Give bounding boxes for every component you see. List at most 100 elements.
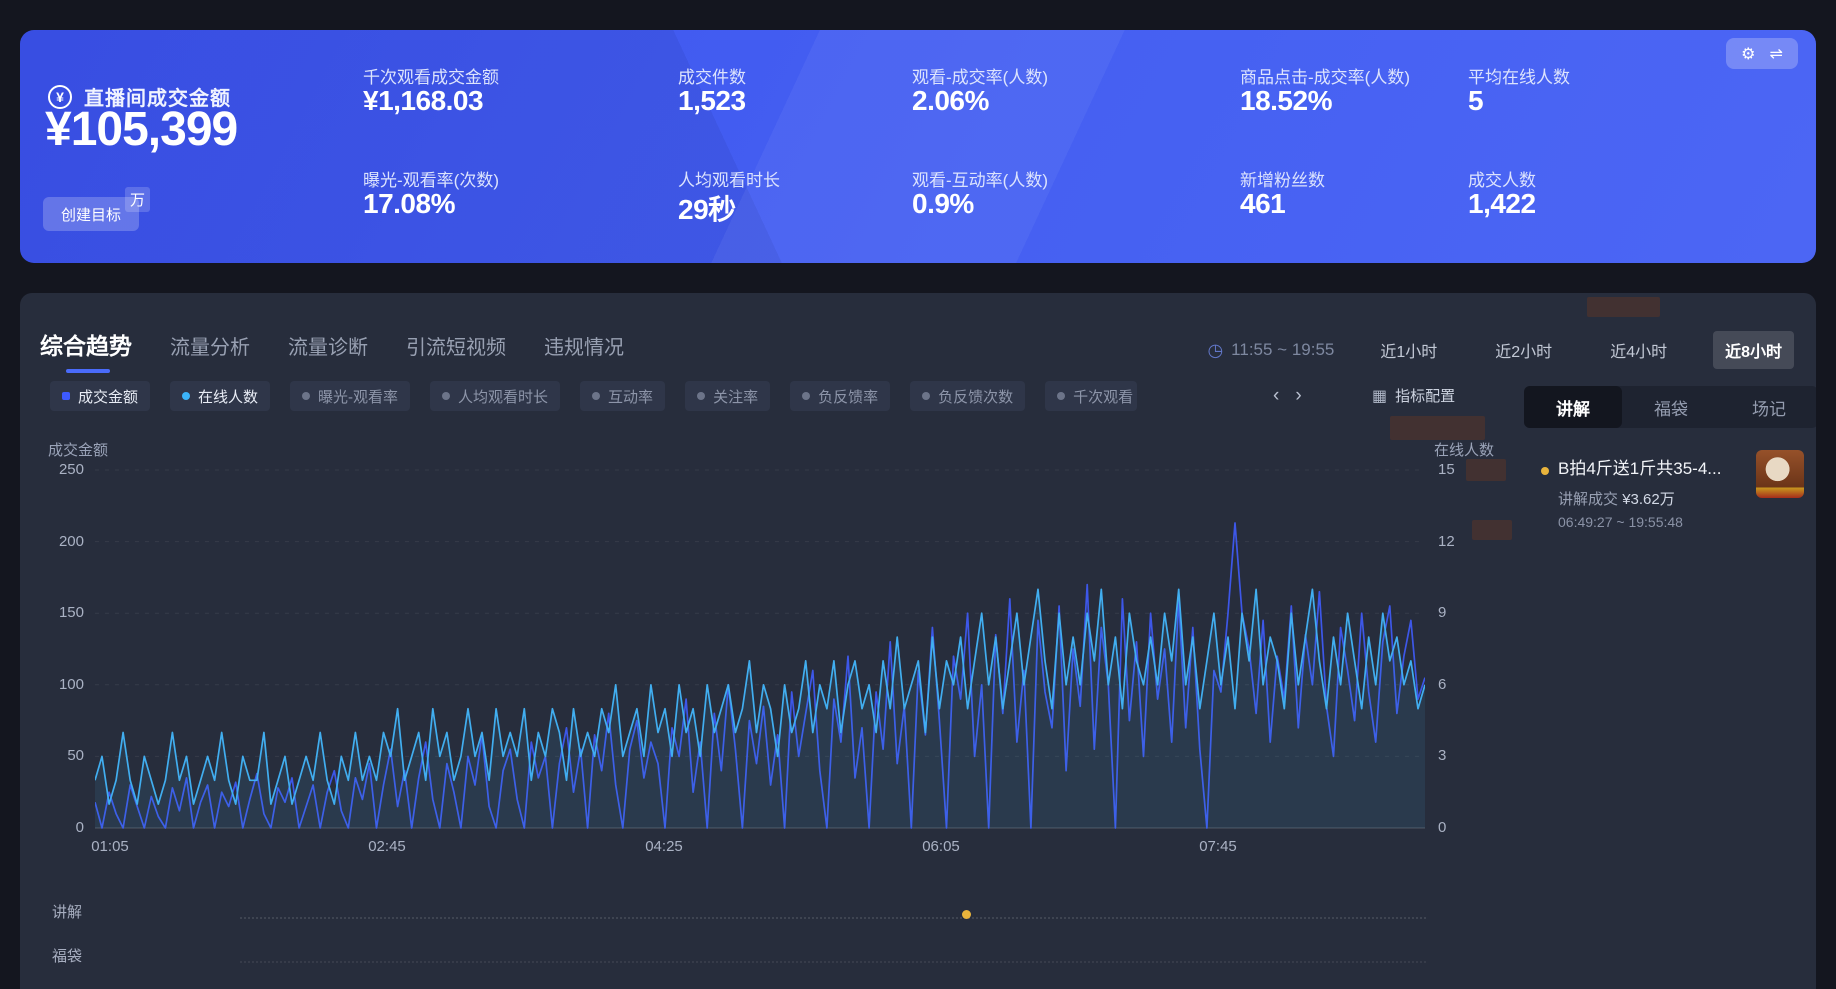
axis-tick: 6 xyxy=(1438,675,1447,693)
item-status-dot xyxy=(1541,467,1549,475)
axis-tick: 01:05 xyxy=(91,838,129,855)
metric-value: 29秒 xyxy=(678,194,736,225)
time-range: ◷ 11:55 ~ 19:55 xyxy=(1207,340,1334,361)
create-goal-button[interactable]: 创建目标 xyxy=(43,197,139,231)
metric-value: 461 xyxy=(1240,188,1286,219)
chip-per-thousand-views[interactable]: 千次观看 xyxy=(1045,381,1138,411)
metric-label: 千次观看成交金额 xyxy=(363,68,499,87)
explain-time-range: 06:49:27 ~ 19:55:48 xyxy=(1558,514,1683,530)
product-title[interactable]: B拍4斤送1斤共35-4... xyxy=(1558,459,1722,478)
metric-label: 平均在线人数 xyxy=(1468,68,1570,87)
tab-overall-trend[interactable]: 综合趋势 xyxy=(40,327,132,373)
tab-violations[interactable]: 违规情况 xyxy=(544,337,624,359)
time-controls: ◷ 11:55 ~ 19:55 近1小时 近2小时 近4小时 近8小时 xyxy=(1207,331,1794,369)
axis-tick: 250 xyxy=(58,461,84,478)
tab-log[interactable]: 场记 xyxy=(1752,399,1786,419)
metric-value: 1,422 xyxy=(1468,188,1536,219)
chip-negative-feedback-count[interactable]: 负反馈次数 xyxy=(910,381,1026,411)
range-button-2h[interactable]: 近2小时 xyxy=(1495,344,1553,361)
axis-tick: 150 xyxy=(58,604,84,622)
axis-tick: 07:45 xyxy=(1199,838,1237,855)
metric-label: 观看-成交率(人数) xyxy=(912,68,1048,87)
explain-deal-value: ¥3.62万 xyxy=(1622,491,1675,508)
tab-short-video[interactable]: 引流短视频 xyxy=(406,337,506,359)
tab-lucky-bag[interactable]: 福袋 xyxy=(1654,399,1688,419)
legend-dot xyxy=(592,392,601,400)
axis-tick: 04:25 xyxy=(645,838,683,855)
tab-traffic-diagnosis[interactable]: 流量诊断 xyxy=(288,337,368,359)
banner-toolbar: ⚙ ⇌ xyxy=(1726,38,1798,69)
tab-explain[interactable]: 讲解 xyxy=(1524,386,1622,428)
metric-value: 0.9% xyxy=(912,188,974,219)
chevron-left-icon[interactable]: ‹ xyxy=(1273,385,1280,406)
chip-follow-rate[interactable]: 关注率 xyxy=(685,381,771,411)
chip-gmv[interactable]: 成交金额 xyxy=(50,381,151,411)
time-range-text: 11:55 ~ 19:55 xyxy=(1231,340,1335,359)
legend-dot xyxy=(442,392,451,400)
metric-config-button[interactable]: ▦ 指标配置 xyxy=(1372,387,1456,406)
luckybag-track xyxy=(240,961,1426,963)
axis-tick: 06:05 xyxy=(922,838,960,855)
right-axis-title: 在线人数 xyxy=(1434,442,1495,459)
axis-tick: 0 xyxy=(75,819,84,836)
chip-avg-watch-time[interactable]: 人均观看时长 xyxy=(430,381,561,411)
chip-pager: ‹ › xyxy=(1273,385,1302,407)
chip-interaction-rate[interactable]: 互动率 xyxy=(580,381,666,411)
gmv-unit: 万 xyxy=(125,187,151,212)
chevron-right-icon[interactable]: › xyxy=(1295,385,1302,406)
axis-tick: 50 xyxy=(67,747,84,765)
range-button-8h[interactable]: 近8小时 xyxy=(1713,331,1794,369)
axis-tick: 9 xyxy=(1438,604,1447,622)
marker-row-label-explain: 讲解 xyxy=(52,904,83,921)
legend-chips: 成交金额 在线人数 曝光-观看率 人均观看时长 互动率 关注率 负反馈率 负反馈… xyxy=(50,381,1138,411)
legend-dot xyxy=(802,392,811,400)
metric-label: 新增粉丝数 xyxy=(1240,171,1325,190)
metric-value: 17.08% xyxy=(363,188,455,219)
explain-deal: 讲解成交 ¥3.62万 xyxy=(1558,491,1675,508)
right-panel-tabs: 讲解 福袋 场记 xyxy=(1524,386,1816,428)
tab-traffic-analysis[interactable]: 流量分析 xyxy=(170,337,250,359)
chip-negative-feedback-rate[interactable]: 负反馈率 xyxy=(790,381,891,411)
trend-card: 综合趋势 流量分析 流量诊断 引流短视频 违规情况 ◷ 11:55 ~ 19:5… xyxy=(20,293,1816,989)
range-button-1h[interactable]: 近1小时 xyxy=(1380,344,1438,361)
metric-label: 曝光-观看率(次数) xyxy=(363,171,499,190)
legend-dot xyxy=(62,392,70,400)
kpi-banner: ¥ 直播间成交金额 ¥105,399 万 创建目标 千次观看成交金额 ¥1,16… xyxy=(20,30,1816,263)
metric-label: 观看-互动率(人数) xyxy=(912,171,1048,190)
legend-dot xyxy=(182,392,191,400)
clock-icon: ◷ xyxy=(1207,339,1224,360)
metric-value: 5 xyxy=(1468,85,1484,116)
metric-label: 成交件数 xyxy=(678,68,746,87)
axis-tick: 3 xyxy=(1438,747,1447,765)
section-tabs: 综合趋势 流量分析 流量诊断 引流短视频 违规情况 xyxy=(40,327,624,373)
axis-tick: 0 xyxy=(1438,819,1447,836)
explain-marker-dot[interactable] xyxy=(962,910,972,919)
explain-track xyxy=(240,917,1426,919)
left-axis-title: 成交金额 xyxy=(48,442,109,459)
settings-icon[interactable]: ⚙ xyxy=(1741,45,1756,63)
legend-dot xyxy=(1057,392,1066,400)
trend-chart xyxy=(95,469,1425,829)
gmv-value: ¥105,399 xyxy=(45,103,238,156)
product-thumbnail[interactable] xyxy=(1756,450,1804,498)
metric-value: 1,523 xyxy=(678,85,746,116)
legend-dot xyxy=(697,392,706,400)
marker-row-label-luckybag: 福袋 xyxy=(52,948,83,965)
axis-tick: 200 xyxy=(58,532,84,550)
legend-dot xyxy=(922,392,931,400)
banner-title: 直播间成交金额 xyxy=(84,88,231,110)
metric-label: 人均观看时长 xyxy=(678,171,780,190)
metric-value: 18.52% xyxy=(1240,85,1332,116)
chip-exposure-view-rate[interactable]: 曝光-观看率 xyxy=(290,381,411,411)
legend-dot xyxy=(302,392,311,400)
grid-icon: ▦ xyxy=(1372,387,1388,405)
metric-label: 商品点击-成交率(人数) xyxy=(1240,68,1410,87)
axis-tick: 12 xyxy=(1438,532,1455,550)
swap-icon[interactable]: ⇌ xyxy=(1769,45,1783,63)
currency-icon: ¥ xyxy=(48,84,72,109)
metric-value: 2.06% xyxy=(912,85,989,116)
chip-online-users[interactable]: 在线人数 xyxy=(170,381,271,411)
range-button-4h[interactable]: 近4小时 xyxy=(1610,344,1668,361)
metric-label: 成交人数 xyxy=(1468,171,1536,190)
